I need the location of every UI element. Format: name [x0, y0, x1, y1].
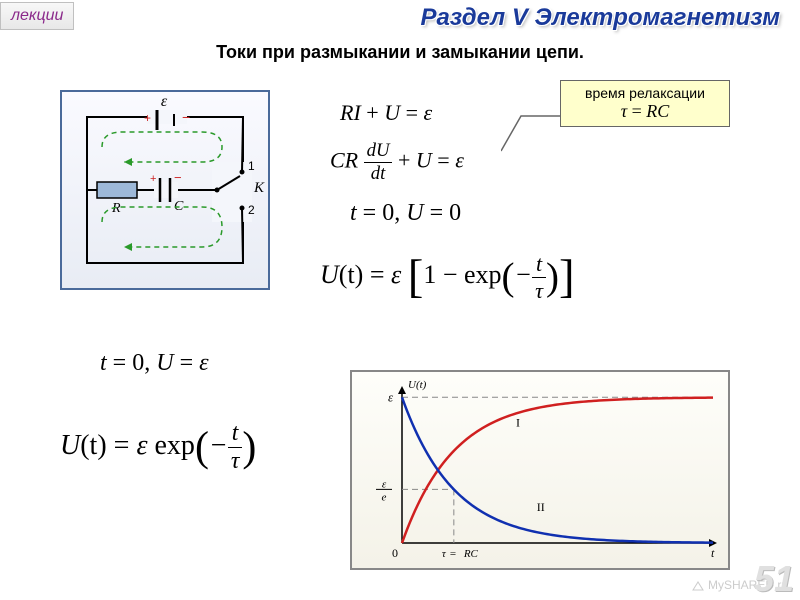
switch-2: 2 — [248, 203, 255, 217]
callout-formula: τ = RC — [571, 101, 719, 122]
minus-top: − — [182, 109, 190, 125]
callout-label: время релаксации — [571, 85, 719, 101]
svg-text:τ: τ — [442, 548, 447, 560]
svg-text:RC: RC — [463, 548, 479, 560]
page-subtitle: Токи при размыкании и замыкании цепи. — [0, 42, 800, 63]
svg-text:U(t): U(t) — [408, 379, 427, 391]
minus-c: − — [174, 170, 182, 185]
svg-text:=: = — [450, 548, 456, 560]
circuit-diagram: ε + − R C + − 1 2 K — [60, 90, 270, 290]
eq-sign: = — [627, 101, 646, 121]
rc-text: RC — [646, 101, 669, 121]
eps-label: ε — [161, 93, 168, 110]
formula-5: t = 0, U = ε — [100, 350, 209, 377]
formula-1: RI + U = ε — [340, 100, 432, 126]
formula-3: t = 0, U = 0 — [350, 200, 461, 227]
formula-2: CR dUdt + U = ε — [330, 140, 464, 185]
lectures-button[interactable]: лекции — [0, 2, 74, 30]
svg-text:II: II — [537, 500, 545, 514]
svg-text:0: 0 — [392, 546, 398, 560]
plus-top: + — [144, 111, 151, 125]
section-title: Раздел V Электромагнетизм — [420, 4, 780, 32]
voltage-graph: U(t)tεεe0τ = RCIII — [350, 370, 730, 570]
relaxation-callout: время релаксации τ = RC — [560, 80, 730, 127]
header: лекции Раздел V Электромагнетизм — [0, 0, 800, 32]
svg-text:ε: ε — [382, 478, 387, 490]
formula-4: U(t) = ε [1 − exp(−tτ)] — [320, 250, 575, 304]
callout-pointer — [501, 101, 561, 161]
k-label: K — [253, 180, 265, 196]
svg-text:t: t — [711, 546, 715, 560]
svg-text:e: e — [382, 491, 387, 503]
svg-text:I: I — [516, 415, 520, 429]
page-number: 51 — [754, 558, 794, 600]
svg-text:ε: ε — [388, 389, 394, 404]
switch-1: 1 — [248, 159, 255, 173]
formula-6: U(t) = ε exp(−tτ) — [60, 420, 256, 475]
plus-c: + — [150, 173, 156, 185]
